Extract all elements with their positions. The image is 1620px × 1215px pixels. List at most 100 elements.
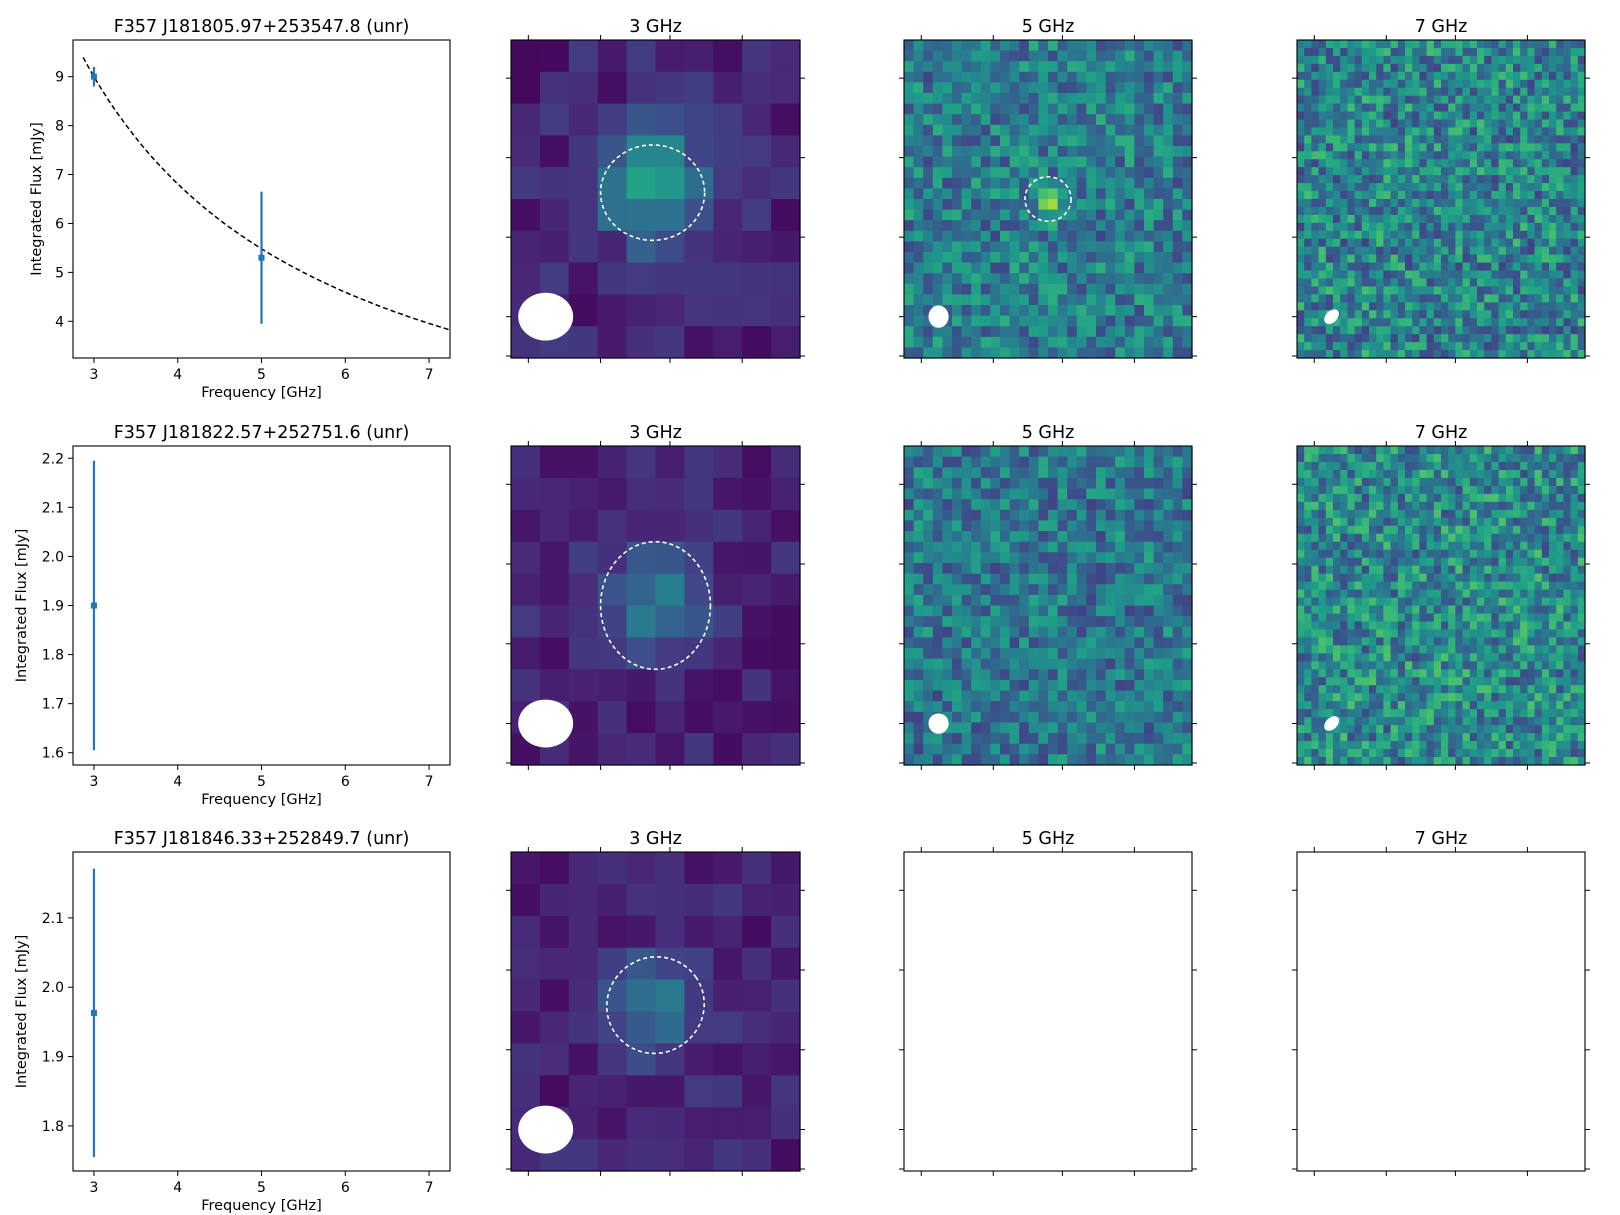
- image-pixel: [1469, 565, 1478, 575]
- image-pixel: [942, 241, 953, 253]
- image-pixel: [1038, 209, 1049, 221]
- image-pixel: [1477, 589, 1485, 599]
- image-pixel: [1134, 177, 1145, 189]
- image-pixel: [1491, 581, 1500, 591]
- image-pixel: [1527, 294, 1536, 303]
- image-pixel: [932, 61, 943, 73]
- image-pixel: [1163, 594, 1174, 607]
- image-pixel: [1469, 573, 1478, 583]
- image-pixel: [1405, 135, 1413, 144]
- image-pixel: [1376, 685, 1384, 694]
- image-pixel: [1484, 477, 1492, 487]
- image-pixel: [1153, 326, 1164, 338]
- image-pixel: [1340, 103, 1348, 113]
- image-pixel: [1311, 302, 1320, 311]
- image-pixel: [1115, 477, 1126, 490]
- image-pixel: [1311, 79, 1320, 89]
- image-pixel: [1405, 453, 1413, 463]
- image-pixel: [990, 499, 1001, 511]
- image-pixel: [1549, 302, 1557, 311]
- image-pixel: [1115, 456, 1126, 468]
- image-pixel: [1505, 645, 1514, 654]
- image-pixel: [942, 114, 953, 126]
- image-pixel: [952, 722, 963, 734]
- image-pixel: [1000, 520, 1011, 532]
- image-pixel: [961, 71, 972, 83]
- image-pixel: [1340, 525, 1348, 535]
- image-pixel: [1354, 151, 1363, 160]
- image-pixel: [1390, 573, 1399, 583]
- image-pixel: [1361, 262, 1370, 272]
- image-pixel: [1390, 262, 1399, 272]
- image-pixel: [1086, 467, 1097, 479]
- image-pixel: [1433, 629, 1442, 638]
- image-pixel: [1477, 709, 1485, 718]
- image-pixel: [1577, 206, 1586, 216]
- image-pixel: [771, 135, 801, 168]
- image-pixel: [1419, 725, 1428, 734]
- image-pixel: [1325, 71, 1334, 81]
- image-pixel: [1340, 501, 1348, 511]
- image-pixel: [568, 573, 599, 607]
- image-pixel: [1549, 222, 1557, 232]
- image-pixel: [932, 531, 943, 543]
- image-pixel: [1096, 562, 1107, 575]
- image-pixel: [1448, 701, 1456, 710]
- image-pixel: [1354, 40, 1363, 49]
- image-pixel: [1477, 549, 1485, 559]
- image-pixel: [1455, 517, 1464, 527]
- image-pixel: [1311, 151, 1320, 160]
- image-pixel: [1340, 334, 1348, 343]
- image-pixel: [1076, 199, 1087, 211]
- image-pixel: [923, 347, 934, 359]
- image-pixel: [1534, 159, 1543, 168]
- image-pixel: [771, 167, 801, 200]
- image-pixel: [1361, 318, 1370, 327]
- image-pixel: [1462, 446, 1471, 455]
- image-pixel: [1318, 709, 1327, 718]
- image-pixel: [961, 315, 972, 327]
- image-pixel: [1498, 693, 1507, 702]
- image-pixel: [1354, 581, 1363, 591]
- image-pixel: [626, 637, 657, 670]
- image-pixel: [1038, 135, 1049, 147]
- image-pixel: [1057, 477, 1068, 490]
- image-pixel: [1153, 294, 1164, 306]
- image-pixel: [1057, 658, 1068, 670]
- x-tick-label: 4: [173, 774, 182, 790]
- image-pixel: [942, 658, 953, 670]
- image-pixel: [1153, 220, 1164, 232]
- image-pixel: [961, 188, 972, 200]
- image-pixel: [904, 743, 915, 755]
- image-pixel: [1333, 214, 1341, 224]
- image-pixel: [980, 573, 991, 585]
- image-pixel: [1455, 581, 1464, 591]
- image-pixel: [1325, 589, 1334, 599]
- image-pixel: [1354, 637, 1363, 646]
- image-pixel: [932, 573, 943, 585]
- image-pixel: [1448, 446, 1456, 455]
- image-pixel: [713, 477, 743, 511]
- image-pixel: [1556, 143, 1564, 152]
- image-pixel: [1009, 326, 1020, 338]
- image-pixel: [1405, 159, 1413, 168]
- image-pixel: [1354, 183, 1363, 192]
- image-pixel: [1441, 262, 1449, 272]
- image-pixel: [1433, 653, 1442, 662]
- image-pixel: [1577, 159, 1586, 168]
- image-pixel: [1340, 119, 1348, 129]
- image-pixel: [942, 82, 953, 94]
- image-pixel: [1534, 350, 1543, 359]
- image-pixel: [1172, 336, 1183, 348]
- image-pixel: [990, 124, 1001, 136]
- image-pixel: [980, 648, 991, 660]
- image-pixel: [1124, 326, 1135, 338]
- image-pixel: [1534, 302, 1543, 311]
- image-pixel: [1477, 55, 1485, 65]
- image-pixel: [1333, 119, 1341, 129]
- image-pixel: [1311, 135, 1320, 144]
- image-pixel: [1096, 648, 1107, 660]
- image-pixel: [1333, 199, 1341, 208]
- image-pixel: [1520, 230, 1528, 240]
- image-pixel: [1462, 270, 1471, 280]
